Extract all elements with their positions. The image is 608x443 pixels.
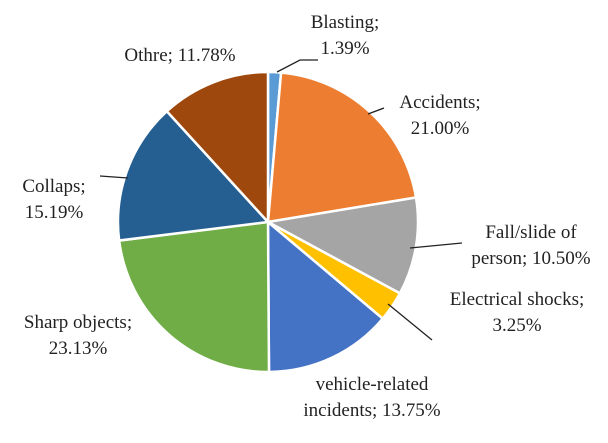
category-label: Othre	[124, 45, 168, 66]
data-label: Sharp objects; 23.13%	[3, 310, 153, 362]
category-label: Blasting	[310, 12, 375, 33]
leader-line	[99, 175, 129, 179]
label-separator: ;	[126, 312, 133, 333]
leader-line	[276, 59, 318, 73]
category-label: Fall/slide of person	[471, 222, 577, 269]
pie-slice	[116, 109, 271, 242]
value-label: 10.50%	[532, 248, 591, 269]
category-label: Accidents	[399, 92, 476, 113]
data-label: vehicle-related incidents; 13.75%	[302, 372, 442, 424]
label-separator: ;	[80, 176, 86, 197]
pie-slice	[266, 71, 418, 224]
value-label: 15.19%	[24, 202, 84, 223]
category-label: Collaps	[22, 176, 81, 197]
pie-slice	[117, 220, 271, 374]
category-label: Electrical shocks	[449, 289, 579, 310]
data-label: Othre; 11.78%	[80, 43, 280, 69]
category-label: vehicle-related incidents	[303, 374, 429, 421]
value-label: 21.00%	[410, 118, 470, 139]
label-separator: ;	[374, 12, 380, 33]
data-label: Collaps; 15.19%	[9, 174, 99, 226]
leader-line	[409, 242, 463, 249]
label-separator: ;	[522, 248, 528, 269]
leader-line	[387, 303, 433, 341]
value-label: 11.78%	[177, 45, 236, 66]
pie-slice	[165, 70, 270, 226]
value-label: 1.39%	[320, 38, 370, 59]
value-label: 23.13%	[48, 338, 108, 359]
category-label: Sharp objects	[23, 312, 127, 333]
value-label: 13.75%	[382, 400, 441, 421]
leader-line	[367, 107, 385, 115]
data-label: Electrical shocks; 3.25%	[447, 287, 587, 339]
data-label: Accidents; 21.00%	[380, 90, 500, 142]
data-label: Fall/slide of person; 10.50%	[456, 220, 606, 272]
label-separator: ;	[372, 400, 378, 421]
label-separator: ;	[475, 92, 481, 113]
pie-slice	[266, 219, 385, 374]
label-separator: ;	[167, 45, 173, 66]
data-label: Blasting; 1.39%	[300, 10, 390, 62]
label-separator: ;	[578, 289, 585, 310]
value-label: 3.25%	[492, 315, 542, 336]
